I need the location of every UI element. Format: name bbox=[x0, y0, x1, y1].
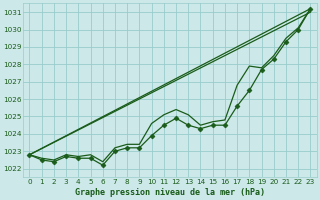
X-axis label: Graphe pression niveau de la mer (hPa): Graphe pression niveau de la mer (hPa) bbox=[75, 188, 265, 197]
